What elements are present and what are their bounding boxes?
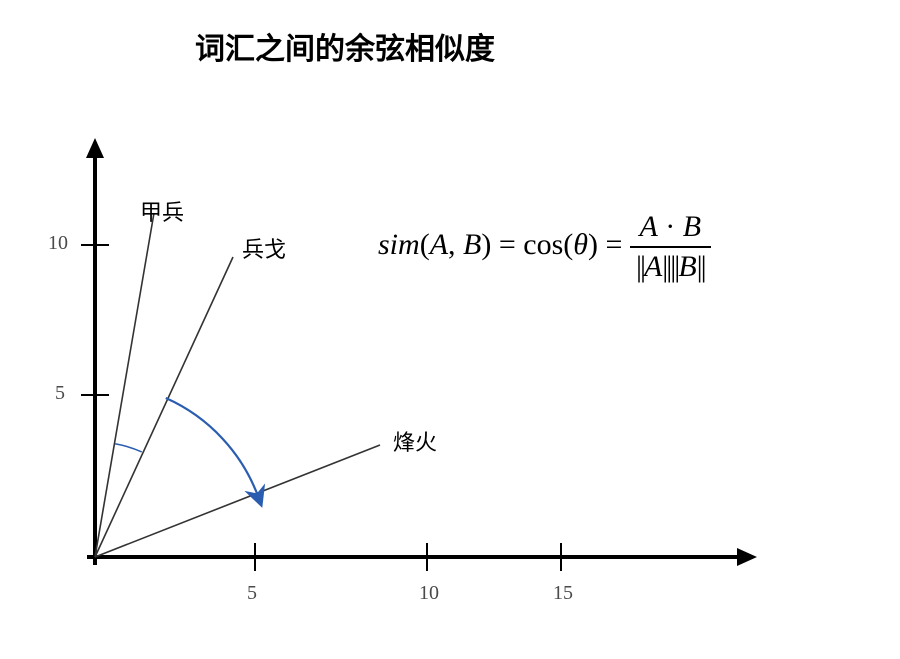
formula-comma: , [448,228,463,261]
formula-cos: cos [523,228,563,261]
formula-lparen2: ( [563,228,573,261]
formula-sim: sim [378,228,420,261]
formula-A: A [430,228,448,261]
formula-den-A: A [644,250,662,283]
vector-label-jiabing: 甲兵 [140,195,184,227]
formula-rparen2: ) [588,228,598,261]
x-tick-label-10: 10 [419,582,439,605]
norm-close-B: || [697,250,705,284]
formula-den-B: B [678,250,696,283]
root: 词汇之间的余弦相似度 5 10 5 10 15 甲兵 兵戈 烽火 sim(A, … [0,0,900,659]
y-tick-label-5: 5 [55,382,65,405]
formula-lparen: ( [420,228,430,261]
vector-label-fenghuo: 烽火 [393,425,437,457]
vector-diagram [0,0,900,659]
formula-dot: · [665,210,675,243]
formula-eq1: = [491,228,523,261]
norm-close-A: || [662,250,670,284]
formula-eq2: = [598,228,630,261]
vector-label-bingge: 兵戈 [242,232,286,264]
y-tick-label-10: 10 [48,232,68,255]
norm-open-A: || [636,250,644,284]
x-tick-label-5: 5 [247,582,257,605]
formula-theta: θ [573,228,588,261]
formula-fraction: A · B ||A||||B|| [630,210,711,284]
formula-num-B: B [683,210,701,243]
x-tick-label-15: 15 [553,582,573,605]
formula-num-A: A [639,210,657,243]
formula-denominator: ||A||||B|| [630,248,711,284]
formula-rparen: ) [481,228,491,261]
formula-numerator: A · B [630,210,711,248]
cosine-formula: sim(A, B) = cos(θ) = A · B ||A||||B|| [378,210,711,284]
formula-B: B [463,228,481,261]
